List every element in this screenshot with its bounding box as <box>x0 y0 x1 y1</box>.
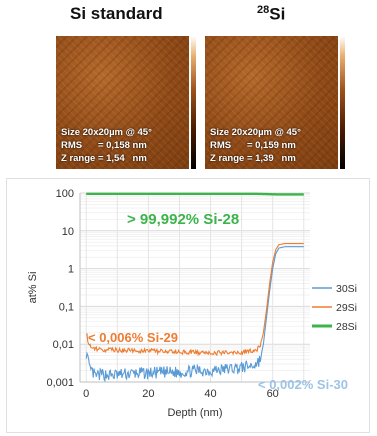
legend-label-29Si: 29Si <box>336 302 357 314</box>
annotation-si28-purity: > 99,992% Si-28 <box>127 211 239 228</box>
x-tick-label: 0 <box>83 388 89 400</box>
y-tick-label: 1 <box>68 264 74 276</box>
afm-left-stats: Size 20x20µm @ 45° RMS = 0,158 nm Z rang… <box>61 126 152 165</box>
afm-left-zrange: Z range = 1,54 nm <box>61 153 147 164</box>
afm-image-si28: Size 20x20µm @ 45° RMS = 0,159 nm Z rang… <box>205 36 338 169</box>
series-line-28Si <box>86 192 304 196</box>
afm-left-colorbar <box>191 36 196 169</box>
x-tick-label: 20 <box>142 388 154 400</box>
afm-right-title-element: Si <box>269 4 286 24</box>
afm-right-size: Size 20x20µm @ 45° <box>210 127 301 138</box>
y-axis-label: at% Si <box>27 272 39 304</box>
y-tick-label: 100 <box>56 188 74 200</box>
afm-left-size: Size 20x20µm @ 45° <box>61 127 152 138</box>
isotope-depth-profile-chart: 100 10 1 0,1 0,01 0,001 0 20 40 60 Depth (nm) at% S… <box>27 188 357 419</box>
afm-image-si-standard: Size 20x20µm @ 45° RMS = 0,158 nm Z rang… <box>56 36 189 169</box>
legend-label-30Si: 30Si <box>336 283 357 295</box>
afm-right-stats: Size 20x20µm @ 45° RMS = 0,159 nm Z rang… <box>210 126 301 165</box>
afm-right-rms: RMS = 0,159 nm <box>210 140 296 151</box>
x-axis-label: Depth (nm) <box>167 407 222 419</box>
series-line-29Si <box>85 243 304 357</box>
y-tick-label: 0,01 <box>53 339 74 351</box>
y-tick-label: 0,1 <box>59 301 74 313</box>
afm-right-title-isotope: 28 <box>257 4 270 16</box>
annotation-si29-limit: < 0,006% Si-29 <box>88 330 178 345</box>
series-line-30Si <box>85 246 304 383</box>
x-tick-label: 60 <box>267 388 279 400</box>
afm-right-title: 28Si <box>257 4 285 25</box>
y-tick-label: 0,001 <box>46 377 74 389</box>
afm-left-rms: RMS = 0,158 nm <box>61 140 147 151</box>
afm-right-colorbar <box>340 36 345 169</box>
y-tick-label: 10 <box>62 226 74 238</box>
legend-label-28Si: 28Si <box>336 321 357 333</box>
chart-frame <box>6 178 370 433</box>
annotation-si30-limit: < 0,002% Si-30 <box>258 377 348 392</box>
afm-right-zrange: Z range = 1,39 nm <box>210 153 296 164</box>
afm-left-title: Si standard <box>70 4 163 23</box>
x-tick-label: 40 <box>204 388 216 400</box>
